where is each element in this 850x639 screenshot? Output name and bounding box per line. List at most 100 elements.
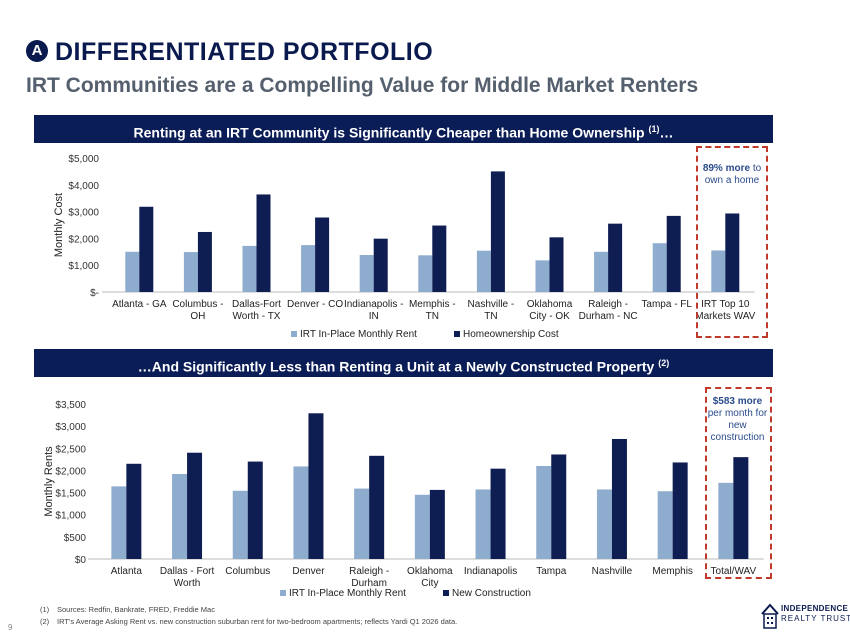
chart2-bar-irt xyxy=(293,466,309,559)
chart1-xtick-label: Atlanta - GA xyxy=(112,299,167,310)
chart2-xtick-label: Denver xyxy=(292,566,325,577)
chart2-ytick-label: $1,500 xyxy=(55,489,86,500)
chart1-bar-irt xyxy=(359,255,374,292)
chart2-xtick-label: Tampa xyxy=(536,566,566,577)
chart2-xtick-label: Raleigh - xyxy=(349,566,389,577)
chart1-bar-irt xyxy=(652,243,667,292)
chart2-xtick-label: Worth xyxy=(174,578,201,589)
chart1-xtick-label: Markets WAV xyxy=(695,311,755,322)
chart1-bar-comparison xyxy=(139,206,154,292)
chart2-bar-comparison xyxy=(308,413,324,559)
chart2-ytick-label: $3,500 xyxy=(55,400,86,411)
banner-new-construction-text: And Significantly Less than Renting a Un… xyxy=(151,358,655,375)
chart1-ylabel: Monthly Cost xyxy=(53,193,65,257)
footnote-2-text: IRT's Average Asking Rent vs. new constr… xyxy=(57,617,458,626)
chart1-bar-irt xyxy=(301,245,316,292)
chart2-bar-comparison xyxy=(551,454,567,559)
chart1-bar-irt xyxy=(418,255,433,292)
chart1-bar-irt xyxy=(183,252,198,292)
chart1-legend-swatch xyxy=(291,331,297,337)
page-number: 9 xyxy=(8,623,13,632)
chart2-bar-irt xyxy=(536,466,552,559)
chart-new-construction-svg: $0 $500 $1,000 $1,500 $2,000 $2,500 $3,000 $3,5… xyxy=(43,400,764,599)
chart1-bar-irt xyxy=(594,251,609,292)
chart1-xtick-label: IRT Top 10 xyxy=(701,299,750,310)
chart1-bar-irt xyxy=(711,250,726,292)
chart1-xtick-label: Oklahoma xyxy=(527,299,573,310)
chart2-bar-comparison xyxy=(187,452,203,559)
callout-homeownership-rest: to own a home xyxy=(704,163,762,186)
chart2-bar-irt xyxy=(111,486,127,559)
callout-homeownership-bold: 89% more xyxy=(702,163,751,174)
chart1-bar-comparison xyxy=(197,231,212,292)
chart2-xtick-label: Dallas - Fort xyxy=(160,566,215,577)
chart-homeownership: $- $1,000 $2,000 $3,000 $4,000 $5,000 Monthly … xyxy=(0,145,850,345)
chart1-xtick-label: City - OK xyxy=(529,311,570,322)
chart1-bar-comparison xyxy=(490,171,505,292)
chart2-xtick-label: Nashville xyxy=(592,566,633,577)
chart2-bar-irt xyxy=(657,491,673,559)
chart1-bar-comparison xyxy=(432,225,447,292)
chart2-xtick-label: Columbus xyxy=(225,566,270,577)
chart1-bar-comparison xyxy=(725,213,740,292)
chart2-bar-comparison xyxy=(611,438,627,559)
chart1-xtick-label: TN xyxy=(426,311,439,322)
chart1-legend-swatch xyxy=(454,331,460,337)
banner-new-construction-ellipsis: … xyxy=(137,358,152,375)
chart1-xtick-label: TN xyxy=(484,311,497,322)
chart2-bar-comparison xyxy=(490,468,506,559)
chart1-xtick-label: Memphis - xyxy=(409,299,456,310)
company-logo: INDEPENDENCE REALTY TRUST xyxy=(761,600,850,630)
chart2-bar-irt xyxy=(354,488,370,559)
chart1-xtick-label: Indianapolis - xyxy=(344,299,403,310)
chart1-bar-irt xyxy=(125,251,140,292)
chart2-xtick-label: Indianapolis xyxy=(464,566,517,577)
chart2-xtick-label: Oklahoma xyxy=(407,566,453,577)
page-title: DIFFERENTIATED PORTFOLIO xyxy=(55,38,434,66)
footnote-1-number: (1) xyxy=(40,605,50,614)
chart2-ylabel: Monthly Rents xyxy=(43,446,55,517)
chart-homeownership-svg: $- $1,000 $2,000 $3,000 $4,000 $5,000 Monthly … xyxy=(53,154,756,340)
chart2-legend-swatch xyxy=(280,590,286,596)
chart1-bar-comparison xyxy=(373,238,388,292)
chart1-ytick-label: $3,000 xyxy=(68,208,99,219)
callout-new-construction-box xyxy=(705,387,772,579)
chart2-bar-irt xyxy=(596,489,612,559)
chart1-ytick-label: $4,000 xyxy=(68,181,99,192)
chart1-xtick-label: Worth - TX xyxy=(233,311,281,322)
callout-homeownership: 89% more to own a home xyxy=(700,163,764,187)
chart2-ytick-label: $2,500 xyxy=(55,444,86,455)
chart1-bar-irt xyxy=(476,250,491,292)
footnote-2: (2) IRT's Average Asking Rent vs. new con… xyxy=(40,617,457,626)
callout-new-construction-bold: $583 more xyxy=(712,396,763,407)
banner-new-construction-footnote-ref: (2) xyxy=(658,358,670,368)
footnote-1: (1) Sources: Redfin, Bankrate, FRED, Fred… xyxy=(40,605,215,614)
chart1-xtick-label: Durham - NC xyxy=(579,311,638,322)
banner-new-construction: …And Significantly Less than Renting a U… xyxy=(34,349,773,377)
chart1-bar-irt xyxy=(535,260,550,292)
chart2-bar-comparison xyxy=(429,489,445,559)
chart1-ytick-label: $5,000 xyxy=(68,154,99,165)
chart1-ytick-label: $2,000 xyxy=(68,234,99,245)
callout-new-construction: $583 more per month for new construction xyxy=(707,396,768,444)
banner-homeownership-footnote-ref: (1) xyxy=(648,124,660,134)
chart2-xtick-label: City xyxy=(421,578,438,589)
chart2-legend-swatch xyxy=(443,590,449,596)
banner-homeownership: Renting at an IRT Community is Significa… xyxy=(34,115,773,143)
chart1-legend-label: IRT In-Place Monthly Rent xyxy=(300,329,417,340)
logo-line1: INDEPENDENCE xyxy=(781,604,849,613)
chart1-legend-label: Homeownership Cost xyxy=(463,329,559,340)
chart1-xtick-label: Denver - CO xyxy=(287,299,343,310)
chart2-bar-irt xyxy=(172,473,188,559)
section-badge: A xyxy=(26,40,48,62)
chart2-bar-comparison xyxy=(126,463,142,559)
chart2-bar-irt xyxy=(718,482,734,559)
chart2-bar-irt xyxy=(232,490,248,559)
footnote-1-text: Sources: Redfin, Bankrate, FRED, Freddie… xyxy=(57,605,215,614)
chart2-bar-irt xyxy=(414,494,430,559)
chart2-ytick-label: $1,000 xyxy=(55,511,86,522)
building-icon xyxy=(761,603,779,629)
chart2-ytick-label: $500 xyxy=(64,533,87,544)
callout-new-construction-rest: per month for new construction xyxy=(707,408,768,443)
chart2-xtick-label: Total/WAV xyxy=(711,566,757,577)
